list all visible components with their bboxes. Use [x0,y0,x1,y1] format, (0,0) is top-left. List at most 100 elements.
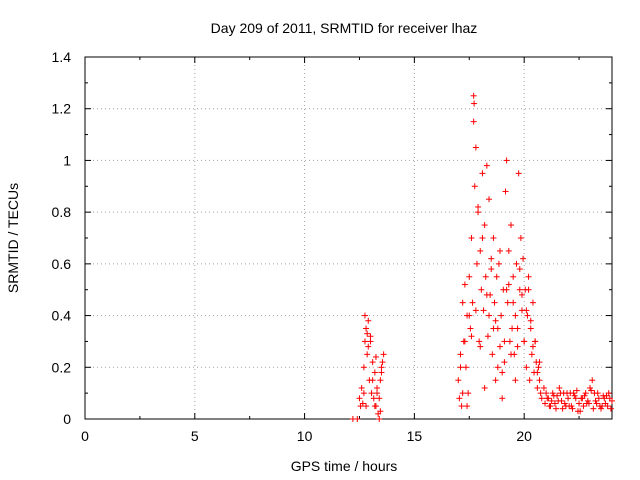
data-point [465,390,472,397]
data-point [455,377,462,384]
data-point [354,416,361,422]
data-point [459,299,466,306]
data-point [576,400,583,407]
data-point [566,403,573,410]
data-point [607,405,614,412]
x-tick-label: 15 [407,428,423,444]
data-point [472,307,479,314]
data-point [490,325,497,332]
data-point [501,338,508,345]
data-point [517,235,524,241]
data-point [477,247,484,254]
data-point [544,395,551,402]
y-tick-label: 0.6 [52,256,72,272]
data-point [582,390,589,397]
data-point [380,351,387,358]
data-point [510,299,517,306]
data-point [570,390,577,397]
data-point [580,403,587,410]
data-point [470,118,477,125]
data-point [526,377,533,384]
data-point [589,377,596,384]
data-point [542,400,549,407]
data-point [565,395,572,402]
data-point [464,403,471,410]
plot-frame [84,56,613,420]
data-point [461,281,468,288]
data-point [524,312,531,319]
data-point [479,170,486,177]
data-point [484,333,491,340]
data-point [493,273,500,280]
data-point [478,286,485,293]
data-point [466,273,473,280]
data-point [363,403,370,410]
data-point [601,395,608,402]
data-point [361,338,368,345]
data-point [504,299,511,306]
data-point [368,390,375,397]
data-point [492,377,499,384]
y-axis-label: SRMTID / TECUs [5,183,21,293]
data-point [512,312,519,319]
data-point [574,408,581,415]
y-tick-label: 0 [63,411,71,427]
data-point [520,255,527,262]
data-point [470,92,477,99]
data-point [379,359,386,366]
data-point [546,403,553,410]
data-point [553,405,560,412]
data-point [507,351,514,358]
data-point [498,312,505,319]
data-point [475,209,482,216]
data-point [514,325,521,332]
data-point [369,359,376,366]
data-point [502,188,509,195]
y-tick-label: 0.4 [52,308,72,324]
data-point [374,384,381,391]
data-point [548,397,555,404]
data-point [503,286,510,293]
data-point [535,364,542,371]
data-point [494,364,501,371]
axis-ticks [84,56,612,420]
x-axis-label: GPS time / hours [291,458,398,474]
data-point [516,266,523,273]
data-point [462,364,469,371]
data-point [471,183,478,190]
data-point [534,369,541,376]
data-point [482,273,489,280]
data-point [483,162,490,169]
data-point [573,387,580,394]
data-point [501,359,508,366]
data-point [571,392,578,399]
data-point [358,384,365,391]
data-point [528,351,535,358]
data-point [540,384,547,391]
data-point [367,338,374,345]
data-point [538,395,545,402]
data-point [378,369,385,376]
data-point [365,343,372,350]
data-point [479,235,486,241]
data-point [367,333,374,340]
data-point [372,353,379,360]
data-point [469,299,476,306]
data-point [590,405,597,412]
data-point [523,364,530,371]
data-point [468,333,475,340]
data-point [461,338,468,345]
data-point [371,403,378,410]
data-point [587,384,594,391]
data-point [598,405,605,412]
data-point [593,400,600,407]
data-point [481,222,488,229]
data-point [527,325,534,332]
data-point [495,260,502,267]
data-point [374,390,381,397]
grid-lines [85,57,612,419]
data-point [377,377,384,384]
y-tick-label: 0.2 [52,359,72,375]
x-tick-labels: 0 5 10 15 20 [81,428,532,444]
